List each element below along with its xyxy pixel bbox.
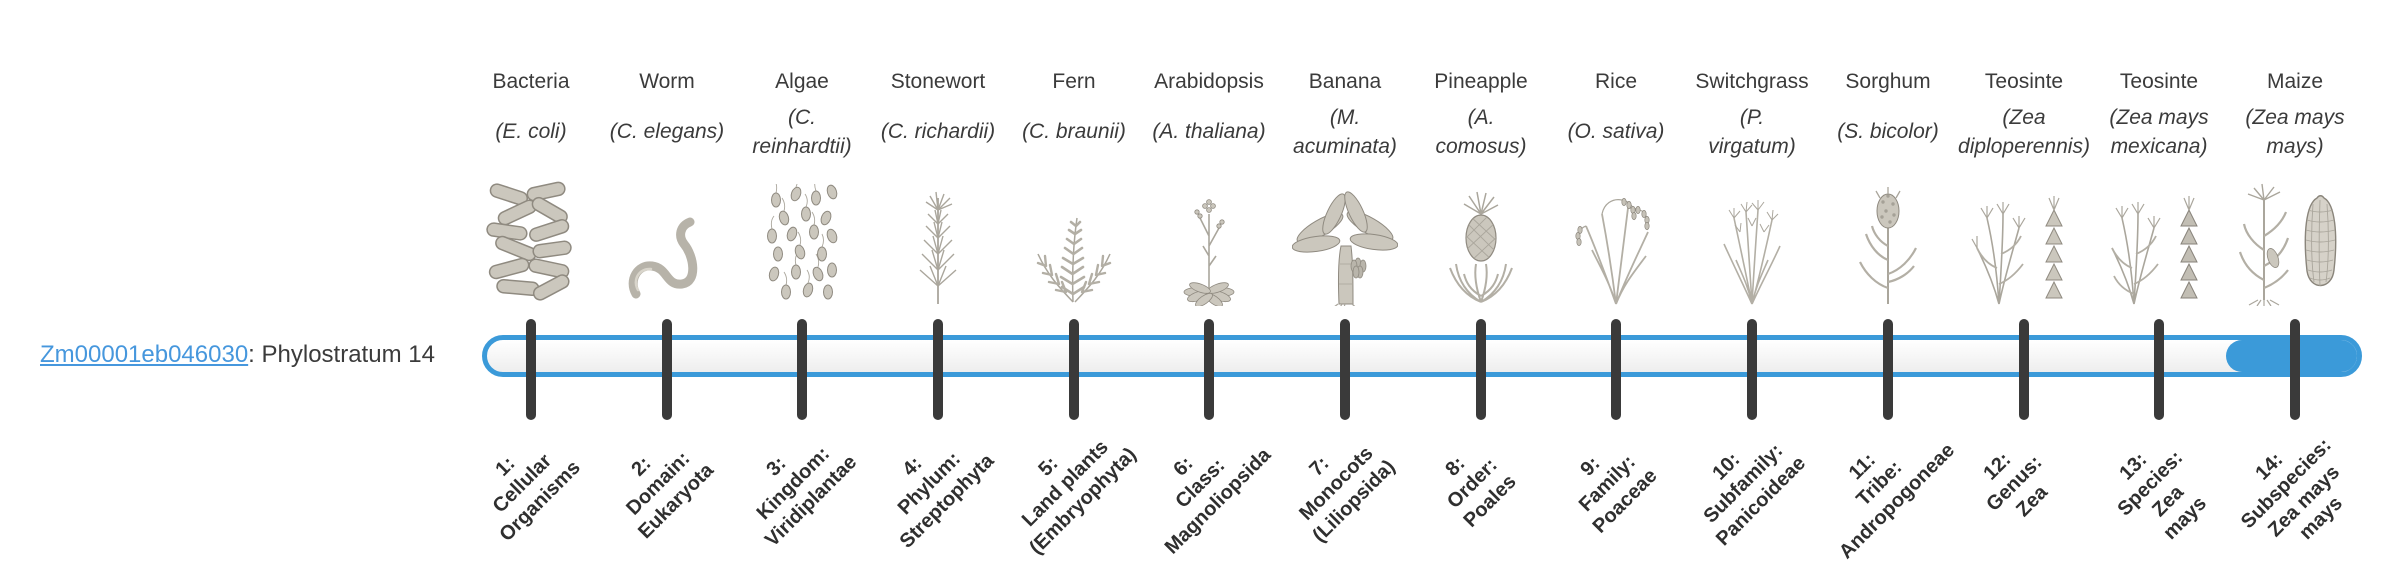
organism-species: (C. elegans)	[609, 120, 725, 144]
organism-name: Sorghum	[1845, 70, 1931, 93]
organism-species: (Zea diploperennis)	[1958, 105, 2090, 158]
banana-icon	[1270, 164, 1420, 306]
gene-link[interactable]: Zm00001eb046030	[40, 341, 249, 368]
phylostratum-label: 13: Species: Zea mays	[2113, 446, 2211, 545]
phylostratum-label: 2: Domain: Eukaryota	[622, 447, 718, 544]
organism-name: Algae	[775, 70, 829, 93]
organism-species: (C. braunii)	[1022, 120, 1126, 144]
phylostratum-tick	[2290, 319, 2300, 420]
phylostratum-label: 6: Class: Magnoliopsida	[1160, 443, 1276, 559]
phylostratum-bar	[482, 335, 2362, 377]
organism-species: (M. acuminata)	[1293, 105, 1397, 158]
algae-icon	[727, 164, 877, 306]
phylostratum-tick	[662, 319, 672, 420]
phylostratum-tick	[1069, 319, 1079, 420]
phylostratum-tick	[1340, 319, 1350, 420]
organism-species: (E. coli)	[495, 120, 567, 144]
teosinte-icon	[2084, 164, 2234, 306]
organism-column: Maize (Zea mays mays)	[2220, 64, 2370, 306]
organism-column: Fern (C. braunii)	[999, 64, 1149, 306]
organism-column: Bacteria (E. coli)	[456, 64, 606, 306]
organism-name: Rice	[1594, 70, 1637, 93]
phylostratum-tick	[1883, 319, 1893, 420]
phylostratum-label: 3: Kingdom: Viridiplantae	[752, 443, 861, 552]
phylostratum-label: 9: Family: Poaceae	[1575, 451, 1662, 538]
phylostratum-label: 12: Genus: Zea	[1979, 448, 2052, 522]
phylostratum-label: 8: Order: Poales	[1441, 452, 1521, 532]
organism-species: (A. comosus)	[1435, 105, 1527, 158]
organism-column: Teosinte (Zea mays mexicana)	[2084, 64, 2234, 306]
organism-name: Teosinte	[2119, 70, 2199, 93]
switchgrass-icon	[1677, 164, 1827, 306]
stonewort-icon	[863, 164, 1013, 306]
organism-column: Arabidopsis (A. thaliana)	[1134, 64, 1284, 306]
phylostratum-label: 11: Tribe: Andropogoneae	[1834, 439, 1959, 564]
organism-species: (S. bicolor)	[1837, 120, 1939, 144]
fern-icon	[999, 164, 1149, 306]
organism-column: Stonewort (C. richardii)	[863, 64, 1013, 306]
phylostratum-tick	[2019, 319, 2029, 420]
organism-species: (A. thaliana)	[1152, 120, 1266, 144]
organism-column: Sorghum (S. bicolor)	[1813, 64, 1963, 306]
organism-name: Banana	[1308, 70, 1382, 93]
organism-column: Worm (C. elegans)	[592, 64, 742, 306]
phylostratum-tick	[526, 319, 536, 420]
maize-icon	[2220, 164, 2370, 306]
organism-name: Arabidopsis	[1154, 70, 1264, 93]
worm-icon	[592, 164, 742, 306]
rice-icon	[1541, 164, 1691, 306]
organism-species: (O. sativa)	[1567, 120, 1665, 144]
organism-name: Bacteria	[492, 70, 570, 93]
organism-name: Stonewort	[890, 70, 986, 93]
phylostratum-tick	[797, 319, 807, 420]
organism-name: Pineapple	[1434, 70, 1528, 93]
phylostratum-label: 1: Cellular Organisms	[488, 450, 585, 546]
organism-species: (C. reinhardtii)	[752, 105, 852, 158]
organism-species: (P. virgatum)	[1708, 105, 1796, 158]
organism-column: Banana (M. acuminata)	[1270, 64, 1420, 306]
organism-species: (Zea mays mays)	[2245, 105, 2345, 158]
pineapple-icon	[1406, 164, 1556, 306]
organism-column: Teosinte (Zea diploperennis)	[1949, 64, 2099, 306]
organism-name: Switchgrass	[1695, 70, 1809, 93]
phylostratum-label: 5: Land plants (Embryophyta)	[1018, 436, 1141, 559]
phylostratum-tick	[1611, 319, 1621, 420]
phylostratum-tick	[1747, 319, 1757, 420]
organism-name: Maize	[2266, 70, 2324, 93]
phylostratum-tick	[1204, 319, 1214, 420]
organism-species: (C. richardii)	[880, 120, 996, 144]
phylostratum-label: 7: Monocots (Liliopsida)	[1295, 442, 1400, 547]
organism-name: Teosinte	[1984, 70, 2064, 93]
organism-species: (Zea mays mexicana)	[2109, 105, 2209, 158]
organism-name: Worm	[639, 70, 695, 93]
gene-phylostratum-text: : Phylostratum 14	[248, 341, 435, 368]
phylostratum-tick	[933, 319, 943, 420]
organism-name: Fern	[1052, 70, 1096, 93]
phylostratum-tick	[1476, 319, 1486, 420]
phylostratum-label: 14: Subspecies: Zea mays mays	[2237, 434, 2347, 545]
bacteria-icon	[456, 164, 606, 306]
phylostratum-label: 10: Subfamily: Panicoideae	[1699, 439, 1810, 551]
gene-label: Zm00001eb046030: Phylostratum 14	[40, 341, 435, 369]
phylostratum-tick	[2154, 319, 2164, 420]
organism-column: Pineapple (A. comosus)	[1406, 64, 1556, 306]
teosinte-icon	[1949, 164, 2099, 306]
phylostratum-label: 4: Phylum: Streptophyta	[893, 448, 999, 553]
sorghum-icon	[1813, 164, 1963, 306]
organism-column: Algae (C. reinhardtii)	[727, 64, 877, 306]
organism-column: Switchgrass (P. virgatum)	[1677, 64, 1827, 306]
arabidopsis-icon	[1134, 164, 1284, 306]
organism-column: Rice (O. sativa)	[1541, 64, 1691, 306]
